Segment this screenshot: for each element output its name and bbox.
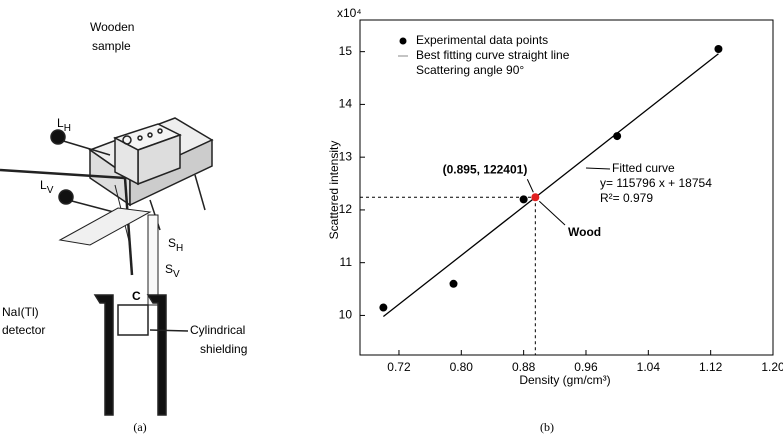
y-tick-label: 15	[339, 44, 353, 58]
x-tick-label: 1.12	[699, 360, 723, 374]
diagram-label: Cylindrical	[190, 323, 245, 337]
axis-multiplier: x10⁴	[337, 6, 362, 20]
x-tick-label: 0.96	[574, 360, 598, 374]
y-tick-label: 11	[340, 255, 353, 269]
annotation: y= 115796 x + 18754	[600, 176, 712, 190]
diagram-label: Wooden	[90, 20, 134, 34]
plot-frame	[359, 19, 774, 356]
data-point	[379, 303, 388, 312]
legend-label: Experimental data points	[416, 33, 548, 47]
annotation: Fitted curve	[612, 161, 675, 175]
y-tick-label: 12	[339, 202, 353, 216]
x-tick-label: 0.88	[512, 360, 536, 374]
caption: (b)	[540, 420, 554, 434]
annotation: R²= 0.979	[600, 191, 653, 205]
diagram-label: sample	[92, 39, 131, 53]
annotation-arrow	[585, 167, 611, 170]
diagram-label: LH	[57, 116, 71, 133]
legend-label: Scattering angle 90°	[416, 63, 524, 77]
x-tick-label: 0.72	[387, 360, 411, 374]
data-point	[449, 279, 458, 288]
diagram-label: SH	[168, 236, 183, 253]
annotation: Wood	[568, 225, 601, 239]
legend-swatch	[399, 37, 407, 45]
x-tick-label: 0.80	[450, 360, 474, 374]
diagram-label: shielding	[200, 342, 247, 356]
highlight-point	[531, 193, 540, 202]
x-tick-label: 1.20	[761, 360, 783, 374]
caption: (a)	[133, 420, 146, 434]
annotation-arrow	[526, 179, 534, 193]
y-axis-label: Scattered intensity	[327, 141, 341, 240]
x-tick-label: 1.04	[637, 360, 661, 374]
annotation-arrow	[538, 200, 566, 226]
diagram-label: detector	[2, 323, 45, 337]
y-tick-label: 14	[339, 97, 353, 111]
data-point	[519, 195, 528, 204]
diagram-label: SV	[165, 262, 180, 279]
x-axis-label: Density (gm/cm³)	[519, 373, 610, 387]
apparatus-diagram	[0, 117, 214, 416]
legend-label: Best fitting curve straight line	[416, 48, 570, 62]
chart: x10⁴ 0.72 0.80 0.88 0.96 1.04 1.12 1.20 10 11 12 13…	[327, 6, 783, 387]
annotation: (0.895, 122401)	[443, 162, 528, 176]
data-point	[714, 45, 723, 54]
y-tick-label: 10	[339, 308, 353, 322]
diagram-label: NaI(Tl)	[2, 305, 39, 319]
diagram-label: LV	[40, 178, 54, 195]
diagram-label: C	[132, 289, 141, 303]
fit-line	[382, 53, 719, 317]
y-tick-label: 13	[339, 149, 353, 163]
